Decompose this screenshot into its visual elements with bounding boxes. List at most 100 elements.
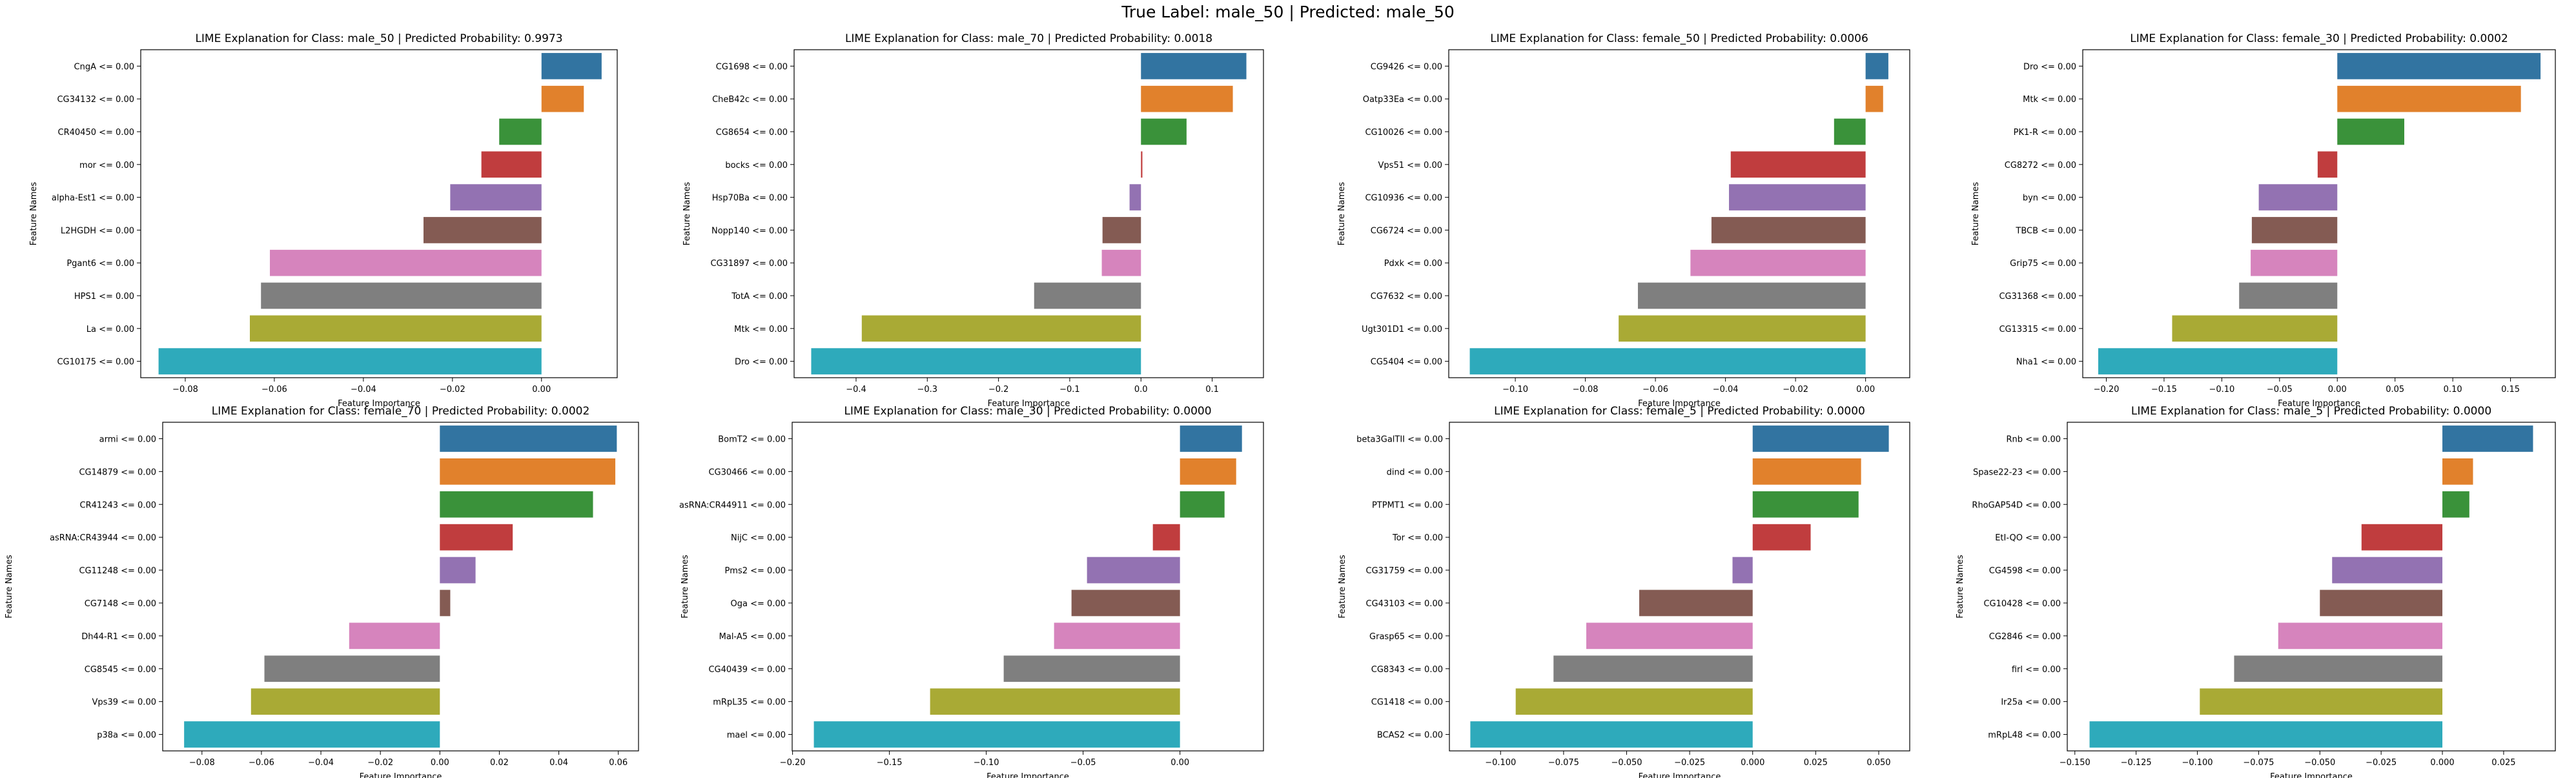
y-tick-label: Ugt301D1 <= 0.00 xyxy=(1362,325,1442,334)
bar xyxy=(1141,85,1233,112)
y-tick-label: La <= 0.00 xyxy=(87,325,134,334)
y-tick-label: TotA <= 0.00 xyxy=(731,292,788,302)
bar xyxy=(440,458,616,485)
y-tick-label: HPS1 <= 0.00 xyxy=(74,292,134,302)
y-tick-label: BomT2 <= 0.00 xyxy=(718,435,786,444)
bar xyxy=(158,348,542,374)
bar xyxy=(1752,491,1859,518)
y-tick-label: CG43103 <= 0.00 xyxy=(1365,599,1443,609)
y-tick-label: CG11248 <= 0.00 xyxy=(79,566,156,576)
bar xyxy=(1180,425,1242,452)
bar xyxy=(440,524,513,551)
x-tick-label: 0.000 xyxy=(1741,758,1764,768)
x-tick-label: 0.04 xyxy=(549,758,568,768)
y-tick-label: mor <= 0.00 xyxy=(79,161,134,170)
y-tick-label: CG10026 <= 0.00 xyxy=(1365,128,1442,138)
x-tick-label: −0.05 xyxy=(2267,385,2293,394)
bar xyxy=(2089,721,2443,748)
bar xyxy=(261,282,542,309)
plot-frame xyxy=(1449,422,1910,752)
chart-panel-3: CG9426 <= 0.00 Oatp33Ea <= 0.00 CG10026 <=… xyxy=(1337,32,1910,409)
bar xyxy=(1054,622,1180,650)
x-tick-label: −0.100 xyxy=(1485,758,1516,768)
y-tick-label: Dro <= 0.00 xyxy=(2023,62,2076,72)
y-axis-label: Feature Names xyxy=(29,182,39,246)
y-tick-label: CR41243 <= 0.00 xyxy=(80,500,156,510)
bar xyxy=(2361,524,2443,551)
y-tick-label: CG40439 <= 0.00 xyxy=(708,665,786,675)
x-tick-label: 0.0 xyxy=(1134,385,1148,394)
y-tick-label: Pgant6 <= 0.00 xyxy=(66,259,134,269)
bar xyxy=(1752,425,1889,452)
bar xyxy=(1752,524,1811,551)
x-tick-label: −0.10 xyxy=(2209,385,2234,394)
chart-title: LIME Explanation for Class: male_5 | Pre… xyxy=(2131,405,2491,418)
x-tick-label: −0.075 xyxy=(2243,758,2274,768)
bar xyxy=(1141,151,1143,178)
x-tick-label: −0.150 xyxy=(2060,758,2090,768)
y-tick-label: Ir25a <= 0.00 xyxy=(2001,698,2061,708)
bar xyxy=(1637,282,1866,309)
y-tick-label: p38a <= 0.00 xyxy=(97,731,156,741)
y-tick-label: EtI-QO <= 0.00 xyxy=(1995,533,2061,543)
x-tick-label: −0.08 xyxy=(1573,385,1599,394)
bar xyxy=(1729,184,1866,210)
bar xyxy=(2200,688,2443,715)
y-tick-label: Nha1 <= 0.00 xyxy=(2016,358,2076,367)
bar xyxy=(2239,282,2338,309)
x-tick-label: −0.050 xyxy=(2304,758,2335,768)
y-tick-label: Mtk <= 0.00 xyxy=(2023,95,2076,105)
y-tick-label: CheB42c <= 0.00 xyxy=(712,95,788,105)
x-tick-label: 0.025 xyxy=(2491,758,2515,768)
y-tick-label: Tor <= 0.00 xyxy=(1392,533,1443,543)
plot-frame xyxy=(140,49,618,378)
x-tick-label: −0.08 xyxy=(172,385,198,394)
bar xyxy=(813,721,1180,748)
bar xyxy=(1515,688,1753,715)
y-tick-label: CG8272 <= 0.00 xyxy=(2005,161,2076,170)
x-axis-label: Feature Importance xyxy=(1638,399,1721,409)
y-tick-label: TBCB <= 0.00 xyxy=(2015,226,2076,236)
bar xyxy=(2317,151,2338,178)
bar xyxy=(1711,217,1866,243)
y-tick-label: CG14879 <= 0.00 xyxy=(79,467,156,477)
bar xyxy=(2172,315,2338,342)
x-tick-label: −0.04 xyxy=(351,385,376,394)
bar xyxy=(1553,655,1753,682)
y-tick-label: CR40450 <= 0.00 xyxy=(58,128,134,138)
x-tick-label: −0.02 xyxy=(440,385,465,394)
x-axis-label: Feature Importance xyxy=(2270,772,2353,778)
x-tick-label: −0.02 xyxy=(367,758,393,768)
figure-title: True Label: male_50 | Predicted: male_50 xyxy=(1121,3,1455,21)
bar xyxy=(450,184,542,210)
y-tick-label: PK1-R <= 0.00 xyxy=(2014,128,2076,138)
y-tick-label: CG7148 <= 0.00 xyxy=(85,599,156,609)
y-tick-label: Hsp70Ba <= 0.00 xyxy=(712,194,788,203)
y-tick-label: Rnb <= 0.00 xyxy=(2006,435,2061,444)
bar xyxy=(2442,425,2533,452)
x-tick-label: 0.1 xyxy=(1205,385,1219,394)
x-tick-label: 0.10 xyxy=(2444,385,2462,394)
y-tick-label: CG2846 <= 0.00 xyxy=(1989,632,2061,642)
chart-panel-1: CngA <= 0.00 CG34132 <= 0.00 CR40450 <= 0.… xyxy=(29,32,618,409)
plot-frame xyxy=(2067,422,2556,752)
chart-panel-2: CG1698 <= 0.00 CheB42c <= 0.00 CG8654 <= 0… xyxy=(682,32,1264,409)
y-tick-label: CG7632 <= 0.00 xyxy=(1371,292,1442,302)
bar xyxy=(2320,589,2443,617)
y-tick-label: Grasp65 <= 0.00 xyxy=(1369,632,1443,642)
bar xyxy=(1129,184,1141,210)
y-tick-label: RhoGAP54D <= 0.00 xyxy=(1972,500,2061,510)
bar xyxy=(440,589,451,617)
x-tick-label: −0.050 xyxy=(1611,758,1642,768)
bar xyxy=(1101,249,1141,276)
chart-title: LIME Explanation for Class: female_50 | … xyxy=(1490,32,1868,45)
x-axis-label: Feature Importance xyxy=(986,772,1069,778)
plot-frame xyxy=(2082,49,2556,378)
plot-frame xyxy=(793,49,1264,378)
bar xyxy=(930,688,1180,715)
x-tick-label: 0.05 xyxy=(2386,385,2404,394)
y-tick-label: CG10175 <= 0.00 xyxy=(57,358,134,367)
chart-title: LIME Explanation for Class: female_5 | P… xyxy=(1494,405,1865,418)
y-tick-label: CG8654 <= 0.00 xyxy=(716,128,788,138)
y-tick-label: firl <= 0.00 xyxy=(2012,665,2061,675)
